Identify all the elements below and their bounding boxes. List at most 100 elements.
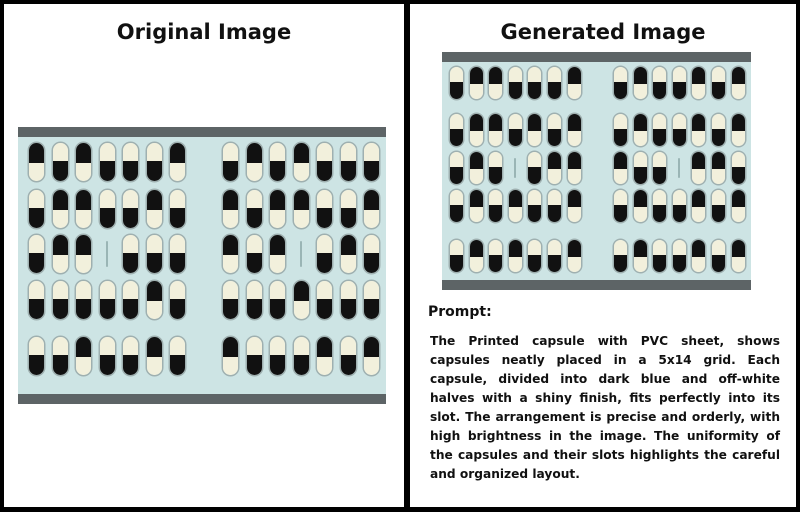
capsule xyxy=(340,337,356,375)
capsule xyxy=(548,114,561,146)
original-blister-sheet xyxy=(18,127,386,404)
capsule xyxy=(633,114,647,146)
capsule xyxy=(528,67,542,99)
capsule xyxy=(29,281,44,319)
capsule xyxy=(567,152,581,184)
capsule xyxy=(672,240,686,272)
capsule xyxy=(99,337,115,375)
capsule xyxy=(317,143,332,181)
empty-slot xyxy=(514,158,517,178)
capsule xyxy=(364,281,379,319)
capsule xyxy=(76,235,91,273)
capsule xyxy=(293,337,309,375)
capsule xyxy=(29,143,44,181)
capsule xyxy=(450,152,463,184)
capsule xyxy=(731,67,745,99)
capsule xyxy=(653,114,667,146)
blister-field xyxy=(18,137,386,394)
blister-rail-bottom xyxy=(442,280,751,290)
capsule xyxy=(223,143,238,181)
capsule xyxy=(364,190,379,228)
capsule xyxy=(76,143,91,181)
capsule xyxy=(76,281,91,319)
capsule xyxy=(76,337,91,375)
capsule xyxy=(528,114,542,146)
capsule xyxy=(317,281,332,319)
capsule xyxy=(450,190,463,222)
capsule xyxy=(450,240,463,272)
capsule xyxy=(567,190,581,222)
capsule xyxy=(364,143,379,181)
capsule xyxy=(223,190,238,228)
capsule xyxy=(52,281,68,319)
capsule xyxy=(340,281,356,319)
capsule xyxy=(146,190,162,228)
capsule xyxy=(489,67,503,99)
capsule xyxy=(29,235,44,273)
capsule xyxy=(223,281,238,319)
original-image-title: Original Image xyxy=(116,20,292,44)
capsule xyxy=(246,235,262,273)
capsule xyxy=(246,190,262,228)
prompt-heading: Prompt: xyxy=(428,304,492,320)
capsule xyxy=(672,190,686,222)
capsule xyxy=(293,281,309,319)
capsule xyxy=(712,114,725,146)
capsule xyxy=(170,235,185,273)
capsule xyxy=(508,67,522,99)
capsule xyxy=(223,235,238,273)
capsule xyxy=(672,114,686,146)
capsule xyxy=(469,67,483,99)
capsule xyxy=(567,67,581,99)
capsule xyxy=(731,190,745,222)
capsule xyxy=(633,190,647,222)
capsule xyxy=(170,337,185,375)
capsule xyxy=(317,190,332,228)
capsule xyxy=(123,190,138,228)
empty-slot xyxy=(678,158,681,178)
capsule xyxy=(246,281,262,319)
capsule xyxy=(29,337,44,375)
capsule xyxy=(653,190,667,222)
capsule xyxy=(489,240,503,272)
capsule xyxy=(548,152,561,184)
capsule xyxy=(672,67,686,99)
capsule xyxy=(653,240,667,272)
capsule xyxy=(508,190,522,222)
capsule xyxy=(146,281,162,319)
capsule xyxy=(270,337,285,375)
generated-image-panel: Generated Image Prompt: The Printed caps… xyxy=(410,4,796,507)
capsule xyxy=(270,235,285,273)
capsule xyxy=(692,152,706,184)
capsule xyxy=(52,190,68,228)
capsule xyxy=(528,190,542,222)
capsule xyxy=(317,337,332,375)
capsule xyxy=(99,190,115,228)
capsule xyxy=(548,190,561,222)
capsule xyxy=(29,190,44,228)
capsule xyxy=(692,240,706,272)
empty-slot xyxy=(106,241,108,267)
capsule xyxy=(567,114,581,146)
capsule xyxy=(614,152,627,184)
capsule xyxy=(246,143,262,181)
capsule xyxy=(469,190,483,222)
capsule xyxy=(633,67,647,99)
capsule xyxy=(146,235,162,273)
capsule xyxy=(450,67,463,99)
capsule xyxy=(633,152,647,184)
capsule xyxy=(614,67,627,99)
capsule xyxy=(52,235,68,273)
capsule xyxy=(340,143,356,181)
capsule xyxy=(712,152,725,184)
capsule xyxy=(731,152,745,184)
capsule xyxy=(123,143,138,181)
capsule xyxy=(170,281,185,319)
capsule xyxy=(293,143,309,181)
capsule xyxy=(508,114,522,146)
capsule xyxy=(653,152,667,184)
capsule xyxy=(508,240,522,272)
capsule xyxy=(52,143,68,181)
capsule xyxy=(712,240,725,272)
capsule xyxy=(123,337,138,375)
